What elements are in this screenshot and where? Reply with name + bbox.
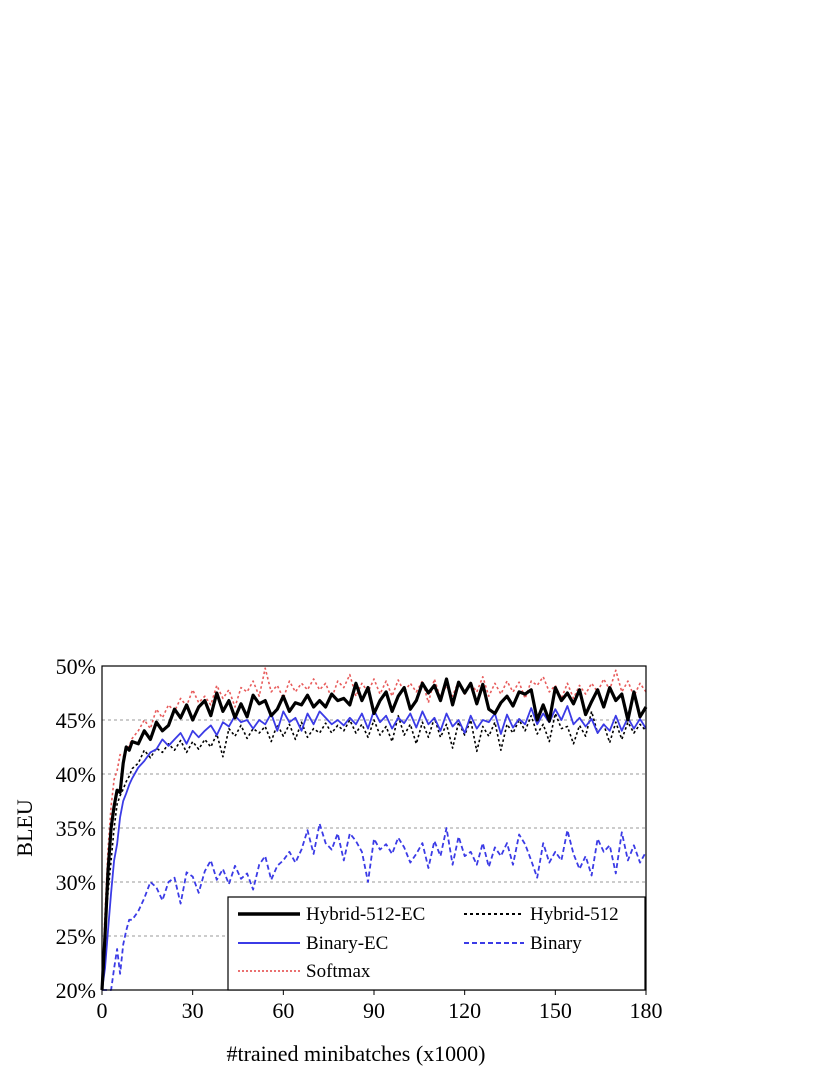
x-tick-label: 120 (448, 998, 481, 1023)
y-axis-label: BLEU (12, 799, 37, 857)
legend-label-binary: Binary (530, 933, 582, 954)
x-axis-ticks: 0 30 60 90 120 150 180 (97, 990, 663, 1023)
y-tick-label: 45% (56, 708, 96, 733)
legend-label-binary-ec: Binary-EC (306, 933, 388, 954)
x-tick-label: 60 (272, 998, 294, 1023)
y-axis-ticks: 20% 25% 30% 35% 40% 45% 50% (56, 654, 96, 1003)
x-tick-label: 30 (182, 998, 204, 1023)
y-tick-label: 20% (56, 978, 96, 1003)
legend-label-hybrid-512: Hybrid-512 (530, 904, 619, 925)
x-tick-label: 150 (539, 998, 572, 1023)
series-line-binary (102, 822, 647, 991)
y-tick-label: 25% (56, 924, 96, 949)
y-tick-label: 35% (56, 816, 96, 841)
x-tick-label: 0 (97, 998, 108, 1023)
y-tick-label: 30% (56, 870, 96, 895)
legend: Hybrid-512-EC Hybrid-512 Binary-EC Binar… (227, 896, 646, 991)
y-tick-label: 50% (56, 654, 96, 679)
legend-label-hybrid-512-ec: Hybrid-512-EC (306, 904, 425, 925)
series-line-softmax (101, 667, 647, 991)
x-tick-label: 90 (363, 998, 385, 1023)
x-axis-label: #trained minibatches (x1000) (226, 1041, 485, 1066)
series-layer (100, 667, 648, 991)
x-tick-label: 180 (630, 998, 663, 1023)
y-tick-label: 40% (56, 762, 96, 787)
legend-label-softmax: Softmax (306, 961, 371, 982)
series-line-hybrid-512-ec (100, 677, 648, 991)
